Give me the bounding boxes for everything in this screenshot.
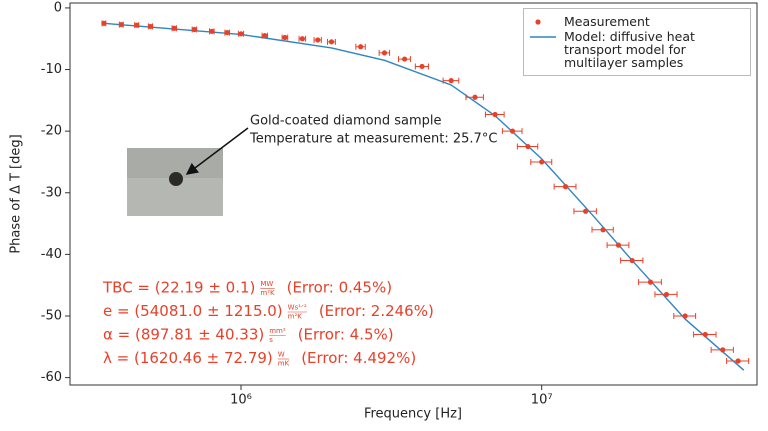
y-tick-label: 0 <box>54 0 62 15</box>
data-point <box>448 78 454 84</box>
data-point <box>629 257 635 264</box>
data-point <box>134 22 140 28</box>
data-point <box>663 291 670 298</box>
data-point <box>682 313 688 319</box>
data-point <box>315 37 321 43</box>
fit-unit-num: MW <box>260 280 273 288</box>
legend-item: Measurement <box>530 15 744 28</box>
data-point <box>224 29 230 36</box>
y-tick-label: -50 <box>41 308 62 323</box>
legend-item: Model: diffusive heat transport model fo… <box>530 30 744 69</box>
data-point <box>171 25 177 31</box>
fit-unit-num: mm² <box>269 327 286 335</box>
y-tick-label: -20 <box>41 124 62 139</box>
data-point <box>381 50 388 56</box>
data-point <box>492 111 498 118</box>
x-tick-label: 10⁷ <box>531 393 553 408</box>
fit-label: e = (54081.0 ± 1215.0) <box>103 302 283 320</box>
data-point <box>101 20 107 26</box>
data-point <box>147 23 154 30</box>
data-point <box>238 31 244 37</box>
y-tick-label: -60 <box>41 370 62 385</box>
x-tick-label: 10⁶ <box>230 393 252 408</box>
fit-error: (Error: 4.5%) <box>298 326 394 344</box>
data-point <box>583 208 589 214</box>
data-point <box>720 347 726 353</box>
plot-frame <box>69 2 758 386</box>
data-point <box>401 56 408 62</box>
inset-caption: Temperature at measurement: 25.7°C <box>249 132 497 147</box>
data-point <box>118 21 124 28</box>
y-tick-label: -40 <box>41 247 62 262</box>
legend-marker <box>535 19 541 25</box>
data-point <box>600 227 606 233</box>
data-point <box>509 128 516 134</box>
data-point <box>209 28 215 34</box>
fit-error: (Error: 2.246%) <box>319 302 434 320</box>
fit-error: (Error: 0.45%) <box>287 279 392 297</box>
y-axis-label: Phase of Δ T [deg] <box>9 134 24 253</box>
data-point <box>539 159 545 165</box>
data-point <box>562 184 569 190</box>
data-point <box>615 242 622 248</box>
data-point <box>358 44 364 50</box>
y-tick-label: -30 <box>41 185 62 200</box>
inset-caption: Gold-coated diamond sample <box>250 114 441 129</box>
data-point <box>525 143 531 150</box>
legend-swatch <box>530 36 556 38</box>
data-point <box>299 36 305 42</box>
legend-label: Measurement <box>564 14 650 29</box>
data-point <box>191 26 198 33</box>
data-point <box>647 279 654 285</box>
legend-swatch <box>535 19 541 25</box>
inset-arrow <box>185 127 249 175</box>
fit-error: (Error: 4.492%) <box>301 349 416 367</box>
data-point <box>419 63 425 70</box>
inset-hole <box>169 172 183 186</box>
data-point <box>702 331 708 338</box>
fit-label: λ = (1620.46 ± 72.79) <box>103 349 273 367</box>
fit-label: α = (897.81 ± 40.33) <box>103 326 264 344</box>
x-axis-label: Frequency [Hz] <box>364 407 462 422</box>
legend: Measurement Model: diffusive heat transpo… <box>523 8 751 76</box>
data-point <box>262 33 268 39</box>
fit-label: TBC = (22.19 ± 0.1) <box>102 279 255 297</box>
fit-unit-den: m²K <box>260 289 275 297</box>
fit-unit-den: m²K <box>288 313 303 321</box>
data-point <box>735 358 741 364</box>
fit-unit-den: s <box>269 336 273 344</box>
legend-label: Model: diffusive heat transport model fo… <box>564 29 695 70</box>
fit-unit-num: Ws¹ᐟ² <box>288 304 307 312</box>
data-point <box>328 39 335 45</box>
data-point <box>282 34 288 41</box>
y-tick-label: -10 <box>41 62 62 77</box>
data-point <box>472 94 478 100</box>
fit-unit-den: mK <box>278 360 290 368</box>
fit-unit-num: W <box>278 351 285 359</box>
